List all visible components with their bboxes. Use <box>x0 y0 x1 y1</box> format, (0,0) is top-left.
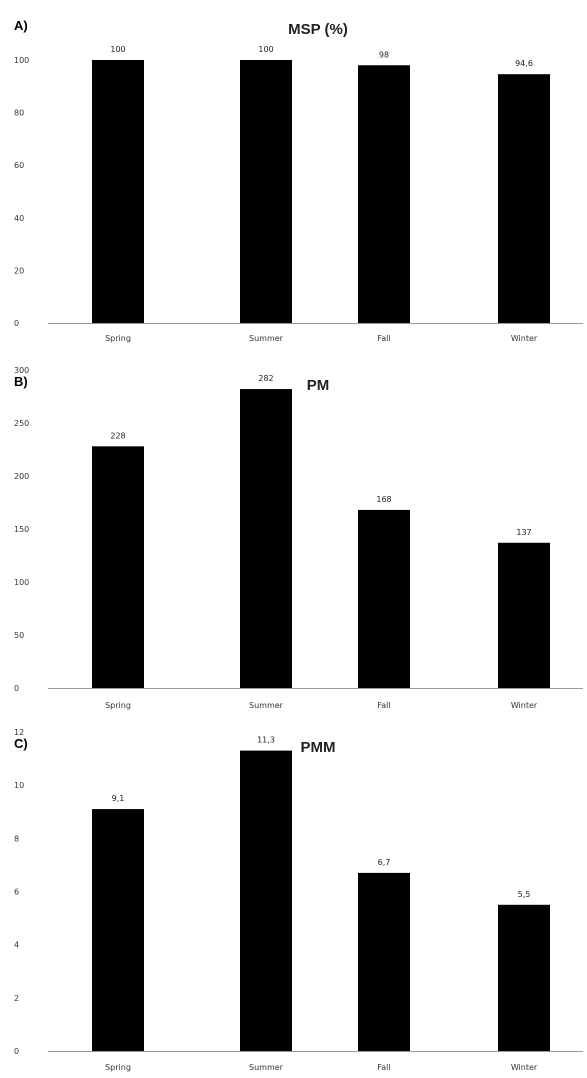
data-label: 6,7 <box>378 858 391 867</box>
bar-summer <box>240 60 292 323</box>
data-label: 11,3 <box>257 736 275 745</box>
y-tick-label: 250 <box>14 419 29 428</box>
category-label: Winter <box>511 1063 538 1072</box>
bar-winter <box>498 904 550 1051</box>
bar-winter <box>498 542 550 688</box>
data-label: 100 <box>258 45 273 54</box>
category-label: Winter <box>511 701 538 710</box>
bar-spring <box>92 809 144 1051</box>
y-tick-label: 0 <box>14 684 19 693</box>
data-label: 98 <box>379 50 389 59</box>
category-label: Spring <box>105 701 131 710</box>
y-tick-label: 6 <box>14 888 19 897</box>
y-tick-label: 12 <box>14 728 24 737</box>
category-label: Winter <box>511 334 538 343</box>
data-label: 137 <box>516 528 531 537</box>
panel-letter: B) <box>14 374 28 389</box>
y-tick-label: 80 <box>14 109 24 118</box>
y-tick-label: 100 <box>14 578 29 587</box>
chart-title: MSP (%) <box>288 21 348 38</box>
y-tick-label: 0 <box>14 1047 19 1056</box>
panel-letter: C) <box>14 736 28 751</box>
bar-fall <box>358 65 410 323</box>
data-label: 9,1 <box>112 794 125 803</box>
y-tick-label: 4 <box>14 941 19 950</box>
y-tick-label: 300 <box>14 366 29 375</box>
data-label: 168 <box>376 495 391 504</box>
bar-summer <box>240 389 292 688</box>
data-label: 228 <box>110 431 125 440</box>
bar-summer <box>240 750 292 1051</box>
y-tick-label: 0 <box>14 319 19 328</box>
y-tick-label: 100 <box>14 56 29 65</box>
chart-title: PMM <box>301 739 336 756</box>
y-tick-label: 60 <box>14 161 24 170</box>
data-label: 5,5 <box>518 890 531 899</box>
chart-panel-3: C) PMM 0 2 4 6 8 10 12 9,1 Spring 11,3 Summer 6,7 Fall… <box>14 728 583 1072</box>
bar-winter <box>498 74 550 324</box>
panel-letter: A) <box>14 18 28 33</box>
bar-fall <box>358 872 410 1051</box>
bar-spring <box>92 60 144 323</box>
y-tick-label: 10 <box>14 781 24 790</box>
y-tick-label: 8 <box>14 834 19 843</box>
y-tick-label: 200 <box>14 472 29 481</box>
category-label: Summer <box>249 1063 284 1072</box>
category-label: Spring <box>105 334 131 343</box>
bar-fall <box>358 509 410 688</box>
y-tick-label: 50 <box>14 631 24 640</box>
category-label: Fall <box>377 1063 390 1072</box>
chart-panel-1: A) MSP (%) 0 20 40 60 80 100 100 Spring 100 Summer 9… <box>14 18 583 343</box>
bar-spring <box>92 446 144 688</box>
category-label: Fall <box>377 334 390 343</box>
chart-title: PM <box>307 377 330 394</box>
category-label: Spring <box>105 1063 131 1072</box>
category-label: Fall <box>377 701 390 710</box>
data-label: 94,6 <box>515 59 533 68</box>
chart-panel-2: B) PM 0 50 100 150 200 250 300 228 Spring 282 Summer… <box>14 366 583 710</box>
category-label: Summer <box>249 701 284 710</box>
data-label: 100 <box>110 45 125 54</box>
data-label: 282 <box>258 374 273 383</box>
category-label: Summer <box>249 334 284 343</box>
y-tick-label: 150 <box>14 525 29 534</box>
y-tick-label: 40 <box>14 214 24 223</box>
y-tick-label: 20 <box>14 266 24 275</box>
y-tick-label: 2 <box>14 994 19 1003</box>
